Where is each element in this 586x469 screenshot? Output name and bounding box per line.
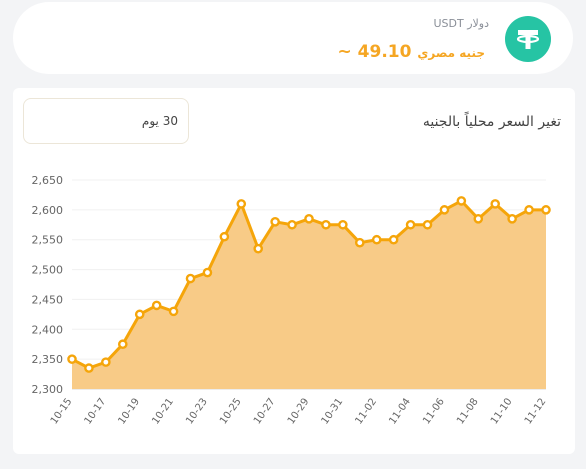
x-tick-label: 10-31 <box>320 396 346 426</box>
data-point <box>388 234 399 245</box>
data-point <box>524 205 534 215</box>
y-tick-label: 2,650 <box>32 174 64 187</box>
y-tick-label: 2,300 <box>32 383 64 396</box>
x-tick-label: 10-19 <box>116 396 142 426</box>
data-point <box>185 273 196 284</box>
data-point <box>287 219 297 230</box>
price-value: 49.10 <box>357 42 412 62</box>
y-tick-label: 2,400 <box>32 323 64 336</box>
data-point <box>236 199 247 209</box>
x-tick-label: 11-08 <box>455 396 481 426</box>
area-fill <box>72 200 546 389</box>
price-prefix: ~ <box>337 42 352 62</box>
data-point <box>321 219 331 230</box>
data-point <box>84 363 94 373</box>
data-point <box>541 205 551 215</box>
data-point <box>405 219 416 230</box>
data-point <box>439 205 450 215</box>
x-tick-label: 10-27 <box>252 396 278 426</box>
price-chart-card: 30 يوم تغير السعر محلياً بالجنيه 2,300 2,… <box>13 88 575 454</box>
coin-name: دولار USDT <box>433 17 489 30</box>
data-point <box>354 237 365 248</box>
x-tick-label: 11-04 <box>387 396 413 426</box>
price-unit: جنيه مصري <box>417 46 485 60</box>
data-point <box>507 214 517 224</box>
y-tick-label: 2,550 <box>32 234 64 247</box>
period-select[interactable]: 30 يوم <box>23 98 189 144</box>
data-point <box>101 357 111 367</box>
coin-summary-card: دولار USDT جنيه مصري 49.10 ~ <box>13 2 573 74</box>
data-point <box>202 267 213 278</box>
data-point <box>151 300 162 311</box>
x-tick-label: 11-10 <box>489 396 515 426</box>
y-tick-label: 2,350 <box>32 353 64 366</box>
tether-icon <box>505 16 551 62</box>
data-point <box>304 214 314 224</box>
data-point <box>134 309 145 320</box>
y-tick-label: 2,500 <box>32 264 64 277</box>
x-tick-label: 10-23 <box>184 396 210 426</box>
data-point <box>490 199 501 209</box>
data-point <box>371 234 382 245</box>
x-tick-label: 11-06 <box>421 396 447 426</box>
x-tick-label: 10-25 <box>218 396 244 426</box>
period-select-label: 30 يوم <box>141 114 178 128</box>
x-tick-label: 10-29 <box>286 396 312 426</box>
x-tick-label: 10-15 <box>49 396 75 426</box>
data-point <box>168 306 179 317</box>
y-tick-label: 2,600 <box>32 204 64 217</box>
data-point <box>270 216 280 227</box>
x-tick-label: 11-12 <box>523 396 549 426</box>
coin-price: جنيه مصري 49.10 ~ <box>338 42 490 62</box>
price-chart: 2,300 2,350 2,400 2,450 2,500 2,550 2,600 2,650… <box>32 174 551 427</box>
data-point <box>219 231 230 242</box>
data-point <box>338 219 348 230</box>
data-point <box>117 339 128 350</box>
chart-title: تغير السعر محلياً بالجنيه <box>422 114 561 130</box>
data-point <box>253 243 264 254</box>
data-point <box>422 219 433 230</box>
data-point <box>456 196 467 206</box>
data-point <box>473 214 484 224</box>
x-tick-label: 11-02 <box>353 396 379 426</box>
x-tick-label: 10-21 <box>150 396 176 426</box>
data-point <box>67 354 77 364</box>
x-tick-label: 10-17 <box>83 396 109 426</box>
y-tick-label: 2,450 <box>32 293 64 306</box>
